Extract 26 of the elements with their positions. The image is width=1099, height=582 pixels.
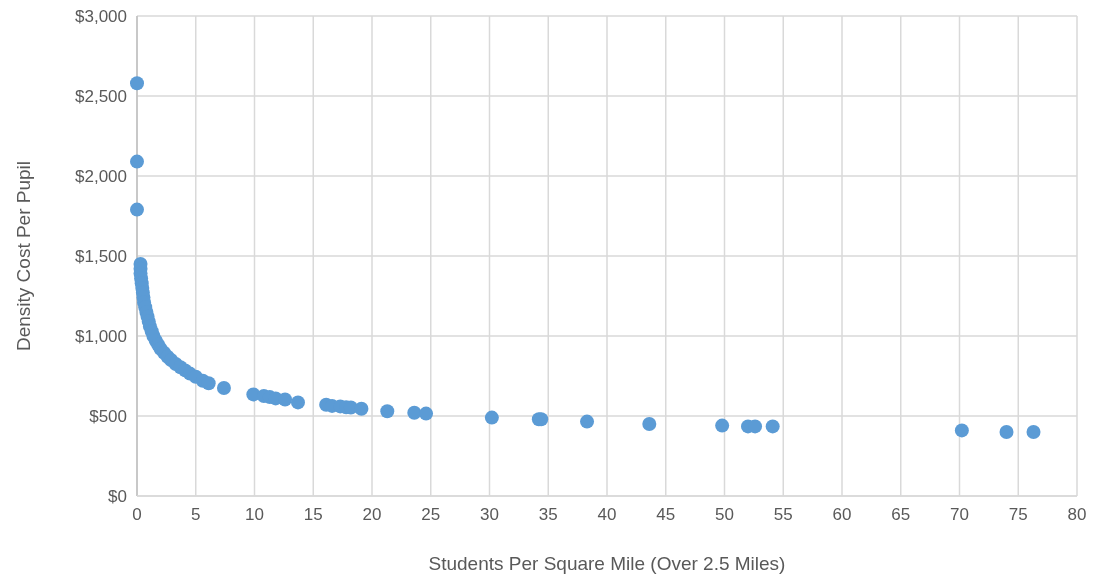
y-tick-label: $3,000 bbox=[75, 7, 127, 26]
x-tick-label: 15 bbox=[303, 505, 323, 524]
x-tick-label: 35 bbox=[538, 505, 558, 524]
y-tick-label: $2,000 bbox=[75, 167, 127, 186]
y-tick-label: $0 bbox=[108, 487, 127, 506]
x-tick-label: 55 bbox=[773, 505, 793, 524]
x-tick-label: 5 bbox=[191, 505, 201, 524]
x-tick-label: 20 bbox=[362, 505, 382, 524]
x-tick-label: 50 bbox=[715, 505, 734, 524]
y-axis-title: Density Cost Per Pupil bbox=[13, 160, 34, 352]
x-tick-label: 60 bbox=[832, 505, 852, 524]
y-tick-label: $500 bbox=[89, 407, 127, 426]
x-tick-label: 30 bbox=[480, 505, 499, 524]
x-tick-label: 45 bbox=[656, 505, 676, 524]
y-tick-label: $2,500 bbox=[75, 87, 127, 106]
x-tick-label: 25 bbox=[421, 505, 441, 524]
y-tick-label: $1,500 bbox=[75, 247, 127, 266]
x-tick-label: 75 bbox=[1008, 505, 1028, 524]
y-tick-label: $1,000 bbox=[75, 327, 127, 346]
x-axis-title: Students Per Square Mile (Over 2.5 Miles) bbox=[428, 553, 786, 574]
x-tick-label: 10 bbox=[245, 505, 264, 524]
x-tick-label: 0 bbox=[132, 505, 142, 524]
x-tick-label: 70 bbox=[950, 505, 969, 524]
x-tick-label: 80 bbox=[1067, 505, 1087, 524]
x-tick-label: 65 bbox=[891, 505, 911, 524]
x-tick-label: 40 bbox=[597, 505, 617, 524]
